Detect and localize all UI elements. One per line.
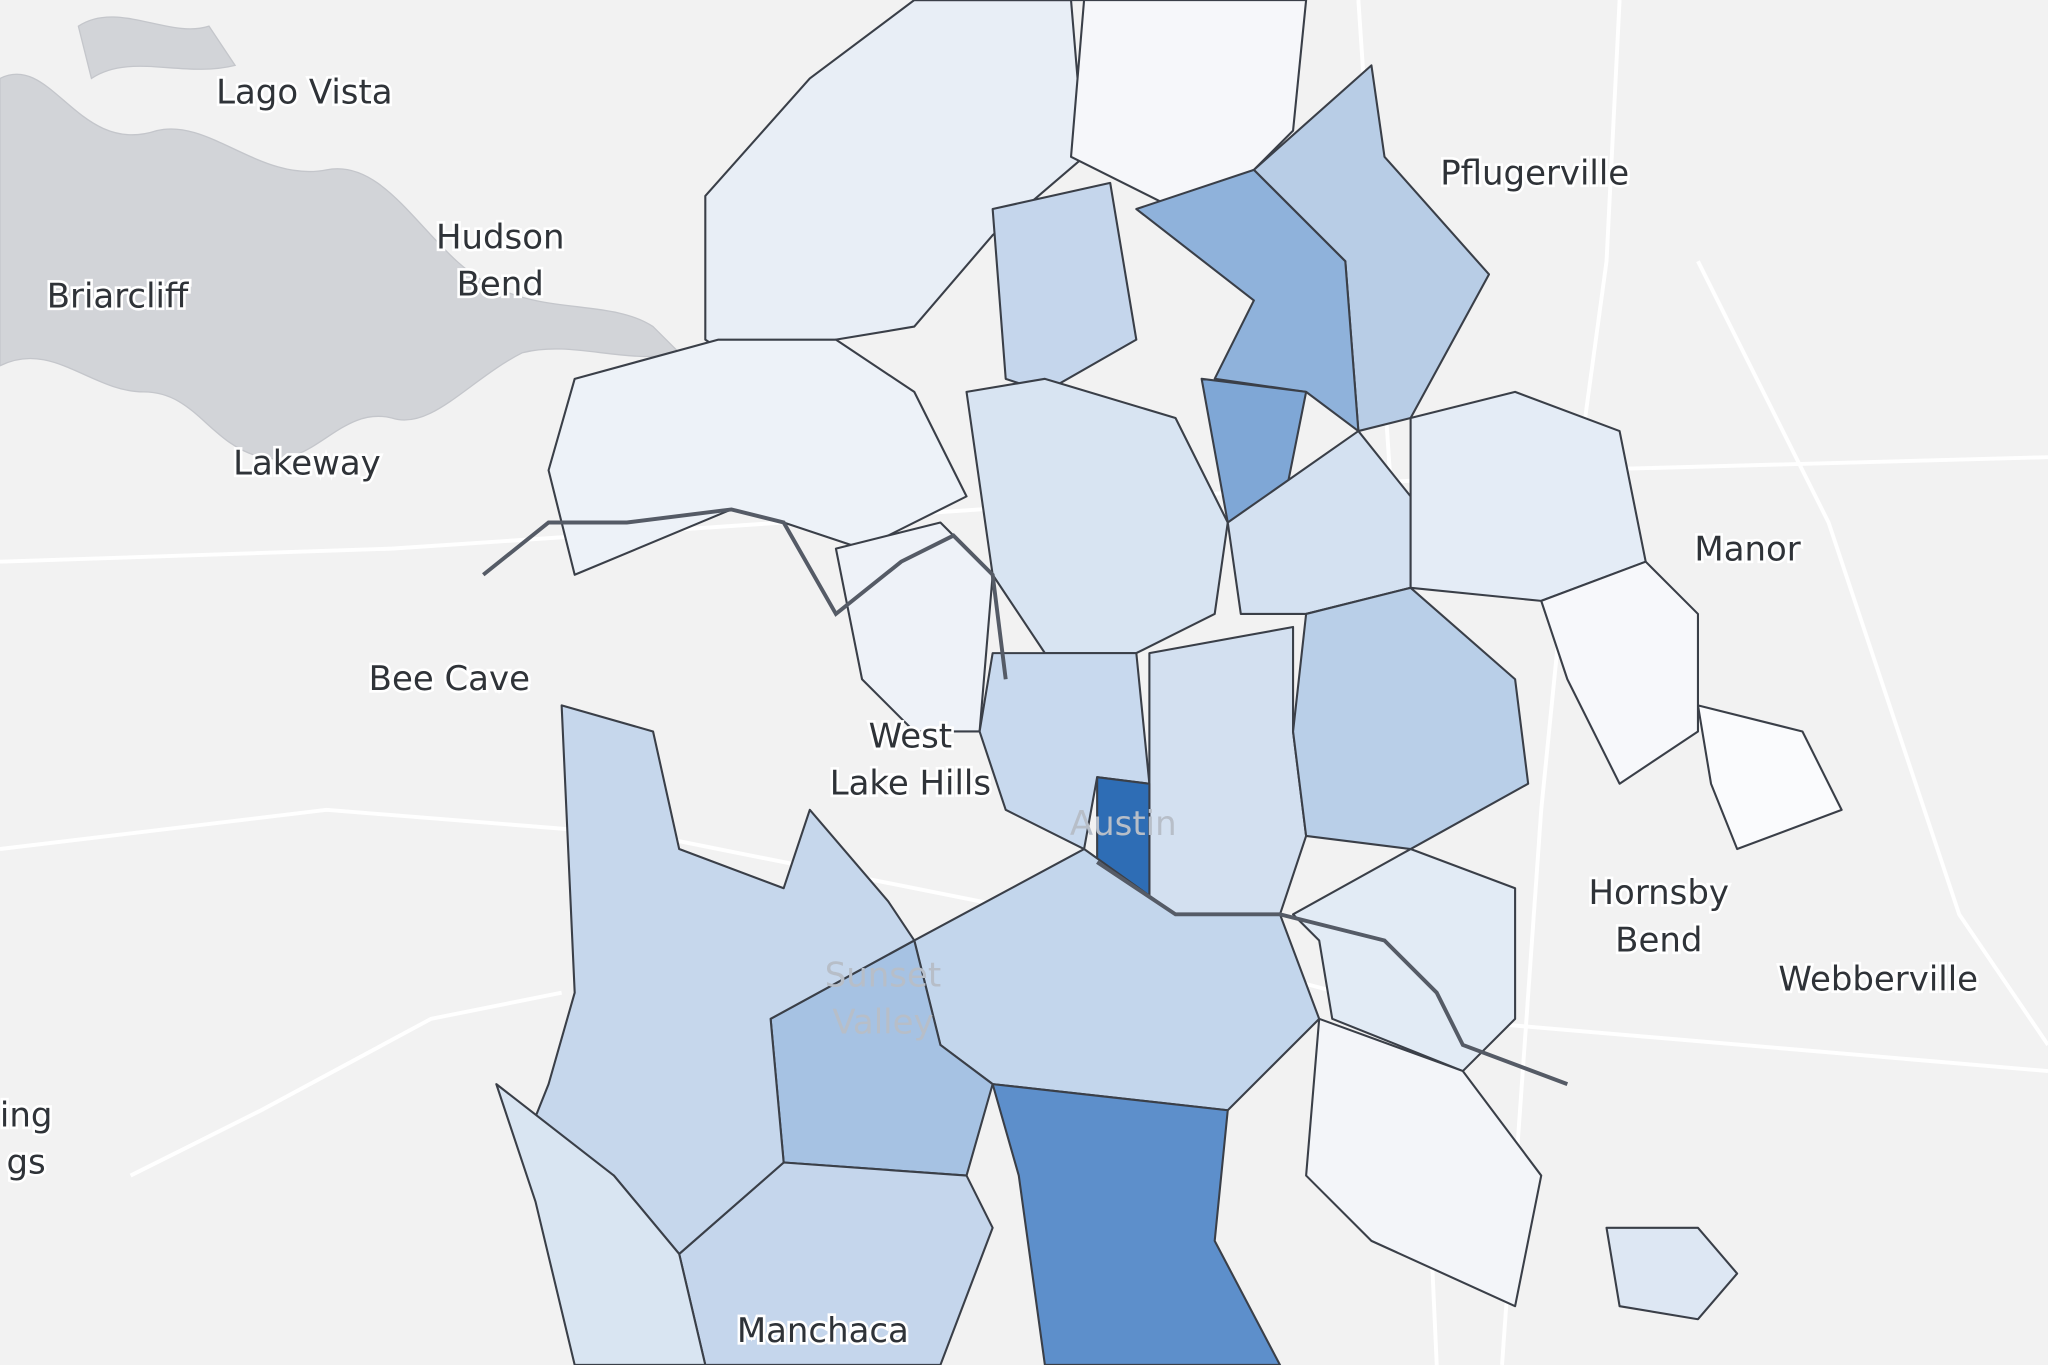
lakes [0,16,681,460]
river [482,507,1008,680]
road [1696,260,2048,1047]
district [1696,704,1843,851]
place-label: Lakeway [233,444,381,484]
place-label: West [869,717,952,757]
place-label: Webberville [1778,959,1978,999]
place-label: ing [0,1095,52,1135]
place-label: Manor [1694,530,1800,570]
district [965,377,1229,655]
place-label: Bend [457,265,544,305]
place-label: Austin [1070,804,1177,844]
place-label: Manchaca [737,1311,909,1351]
road [129,990,563,1178]
place-label: Hudson [436,218,565,258]
place-label: Lago Vista [216,73,392,113]
place-label: Briarcliff [47,276,190,316]
place-label: gs [7,1142,46,1182]
district [1305,1017,1543,1308]
lake [0,73,681,460]
river [1096,860,1569,1086]
district [1605,1226,1739,1321]
district [1292,586,1530,851]
district [1135,168,1360,433]
lake [77,16,237,80]
districts [495,0,1843,1365]
district [978,652,1151,851]
district [991,181,1138,393]
place-label: Pflugerville [1440,154,1629,194]
district [991,1083,1282,1365]
place-label: Bee Cave [369,659,530,699]
road [0,455,2048,564]
place-label: Lake Hills [830,764,991,804]
place-label: Bend [1615,920,1702,960]
place-label: Sunset [825,956,941,996]
place-label: Hornsby [1589,873,1729,913]
district [1540,560,1700,785]
district [521,704,916,1255]
district [1148,625,1308,916]
place-label: Valley [832,1003,933,1043]
place-labels: Lago Vista Hudson Bend Briarcliff Lakeway Bee… [0,70,1981,1353]
